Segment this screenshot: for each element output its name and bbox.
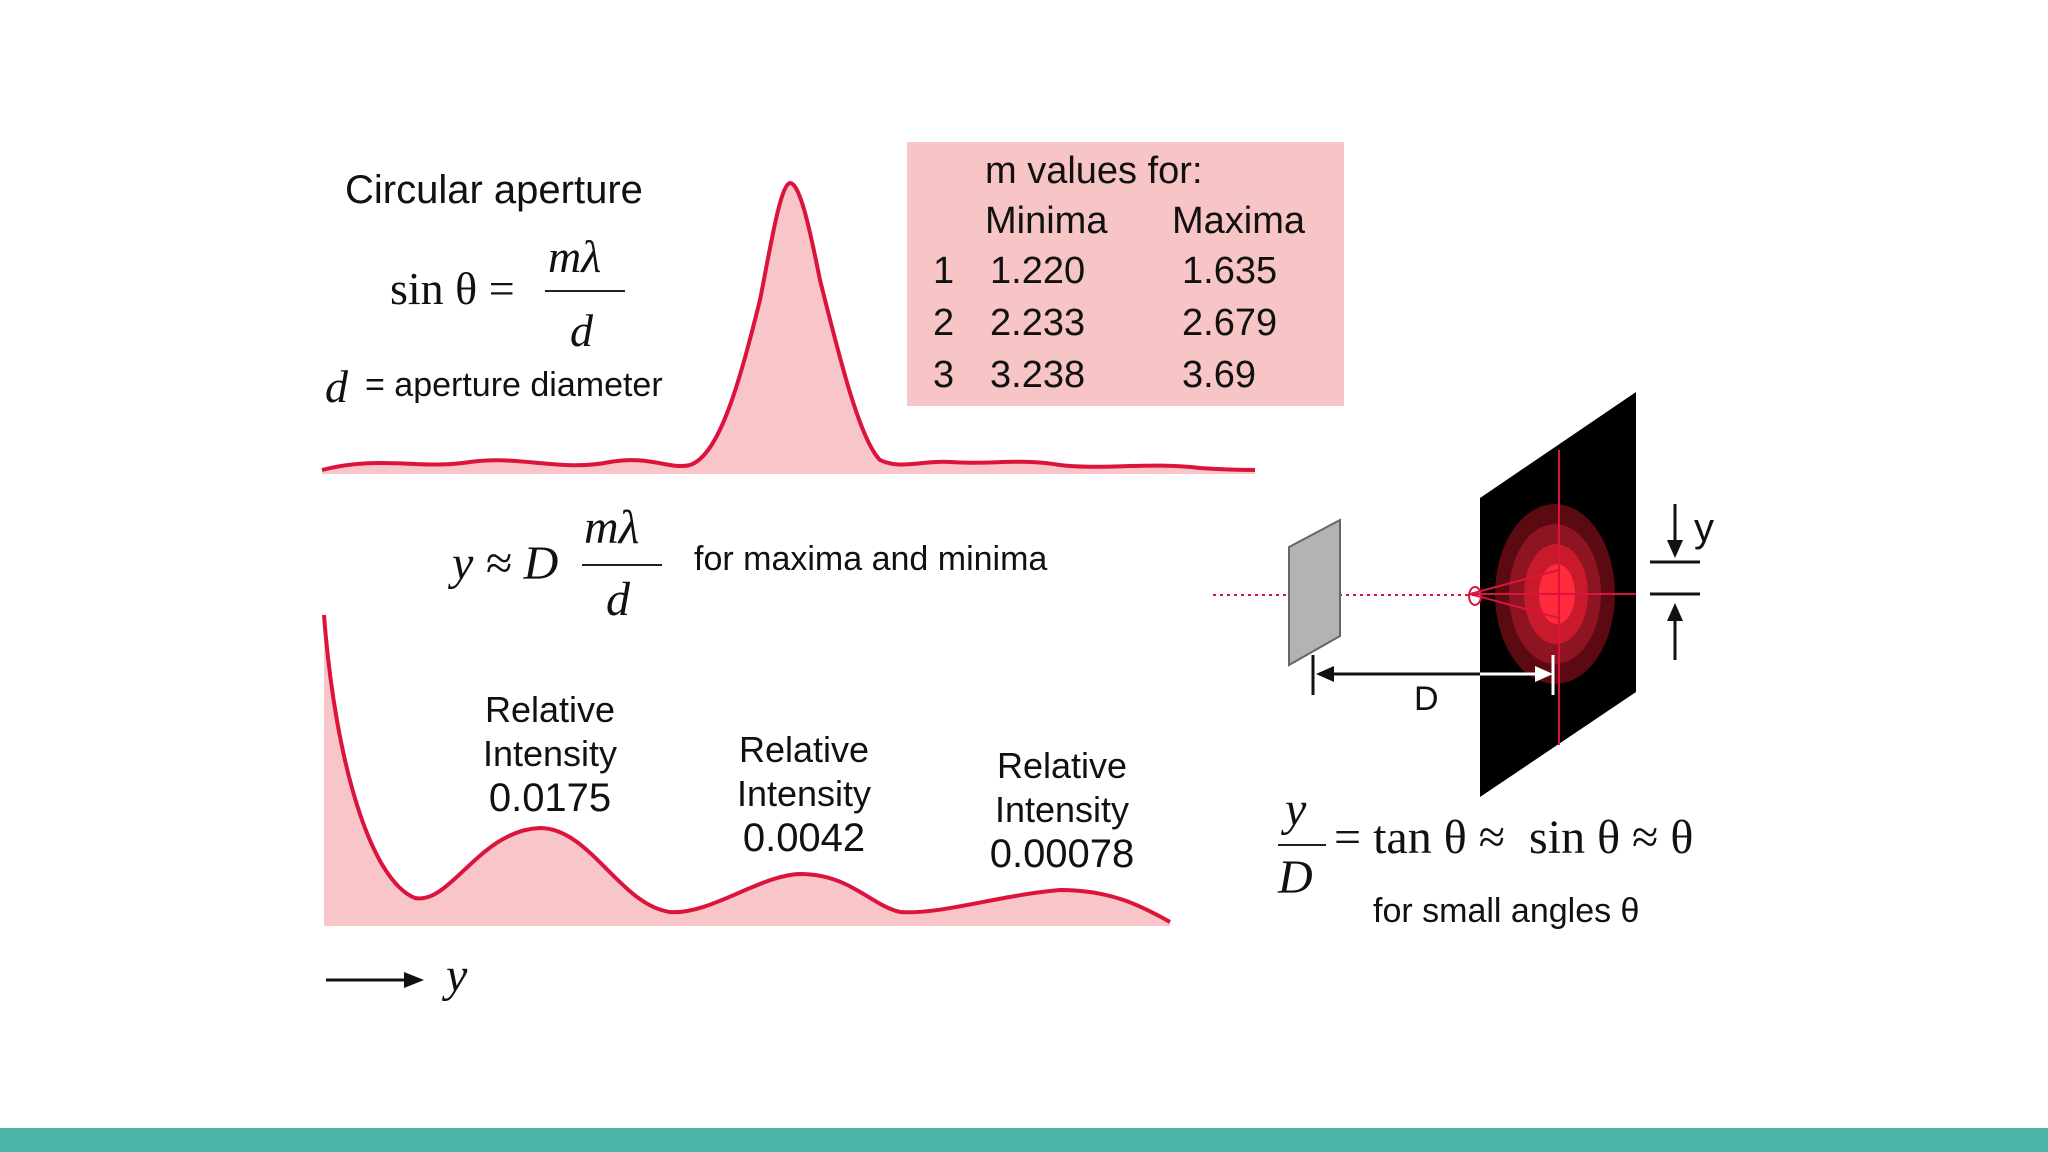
y-formula-lhs: y ≈ D bbox=[452, 537, 559, 590]
peak-label-1: Relative Intensity 0.0175 bbox=[440, 688, 660, 820]
small-angle-numerator: y bbox=[1285, 783, 1307, 836]
aperture-equation-numerator: mλ bbox=[548, 231, 602, 282]
cone-line-top bbox=[1469, 569, 1560, 595]
y-arrow-up-head bbox=[1667, 603, 1683, 621]
peak-label-line1: Relative bbox=[484, 689, 616, 730]
table-row-m: 3 bbox=[933, 354, 955, 396]
airy-pattern-magnified-curve bbox=[322, 614, 1171, 924]
small-angle-note: for small angles θ bbox=[1373, 892, 1640, 930]
aperture-equation-fraction-line bbox=[545, 290, 625, 292]
y-axis-arrowhead bbox=[404, 972, 424, 988]
d-arrow-left-head bbox=[1316, 666, 1334, 682]
circular-aperture-title: Circular aperture bbox=[345, 168, 643, 212]
aperture-equation-denominator: d bbox=[570, 305, 593, 356]
peak-label-2: Relative Intensity 0.0042 bbox=[694, 728, 914, 860]
setup-d-label: D bbox=[1414, 680, 1439, 718]
table-row-m: 1 bbox=[933, 250, 955, 292]
table-row-min: 2.233 bbox=[990, 302, 1086, 344]
table-row-m: 2 bbox=[933, 302, 955, 344]
m-values-table-background bbox=[907, 142, 1344, 406]
y-formula-fraction-line bbox=[582, 564, 662, 566]
airy-pattern-magnified-fill bbox=[324, 615, 1170, 926]
table-row-min: 1.220 bbox=[990, 250, 1086, 292]
peak-label-line2: Intensity bbox=[482, 733, 618, 774]
setup-y-label: y bbox=[1694, 506, 1714, 550]
m-values-table: m values for: Minima Maxima 1 1.220 1.63… bbox=[907, 142, 1344, 406]
table-header: m values for: bbox=[985, 150, 1203, 192]
beam-entry-ellipse bbox=[1468, 586, 1482, 606]
aperture-plate bbox=[1288, 518, 1341, 667]
aperture-d-definition: = aperture diameter bbox=[365, 366, 663, 404]
peak-value: 0.00078 bbox=[989, 832, 1135, 876]
y-formula-numerator: mλ bbox=[584, 501, 640, 554]
y-formula-denominator: d bbox=[606, 573, 630, 626]
table-row-max: 2.679 bbox=[1182, 302, 1278, 344]
peak-label-3: Relative Intensity 0.00078 bbox=[952, 744, 1172, 876]
bottom-accent-bar bbox=[0, 1128, 2048, 1152]
table-col-maxima: Maxima bbox=[1172, 200, 1306, 242]
aperture-d-symbol: d bbox=[325, 361, 348, 412]
peak-value: 0.0042 bbox=[742, 816, 866, 860]
airy-pattern-top-curve bbox=[321, 180, 1256, 472]
y-formula-note: for maxima and minima bbox=[694, 540, 1048, 578]
peak-value: 0.0175 bbox=[488, 776, 612, 820]
table-row-min: 3.238 bbox=[990, 354, 1086, 396]
aperture-equation-lhs: sin θ = bbox=[390, 263, 515, 314]
cone-line-bottom bbox=[1469, 593, 1560, 619]
small-angle-rhs: = tan θ ≈ sin θ ≈ θ bbox=[1334, 811, 1694, 864]
peak-label-line2: Intensity bbox=[736, 773, 872, 814]
peak-label-line1: Relative bbox=[738, 729, 870, 770]
peak-label-line2: Intensity bbox=[994, 789, 1130, 830]
small-angle-fraction-line bbox=[1278, 844, 1326, 846]
d-arrow-right-head bbox=[1535, 666, 1553, 682]
table-row-max: 1.635 bbox=[1182, 250, 1278, 292]
table-row-max: 3.69 bbox=[1182, 354, 1256, 396]
peak-label-line1: Relative bbox=[996, 745, 1128, 786]
y-axis-label: y bbox=[446, 949, 468, 1002]
small-angle-denominator: D bbox=[1278, 851, 1313, 904]
airy-pattern-top-fill bbox=[322, 183, 1255, 474]
table-col-minima: Minima bbox=[985, 200, 1108, 242]
y-arrow-down-head bbox=[1667, 540, 1683, 558]
